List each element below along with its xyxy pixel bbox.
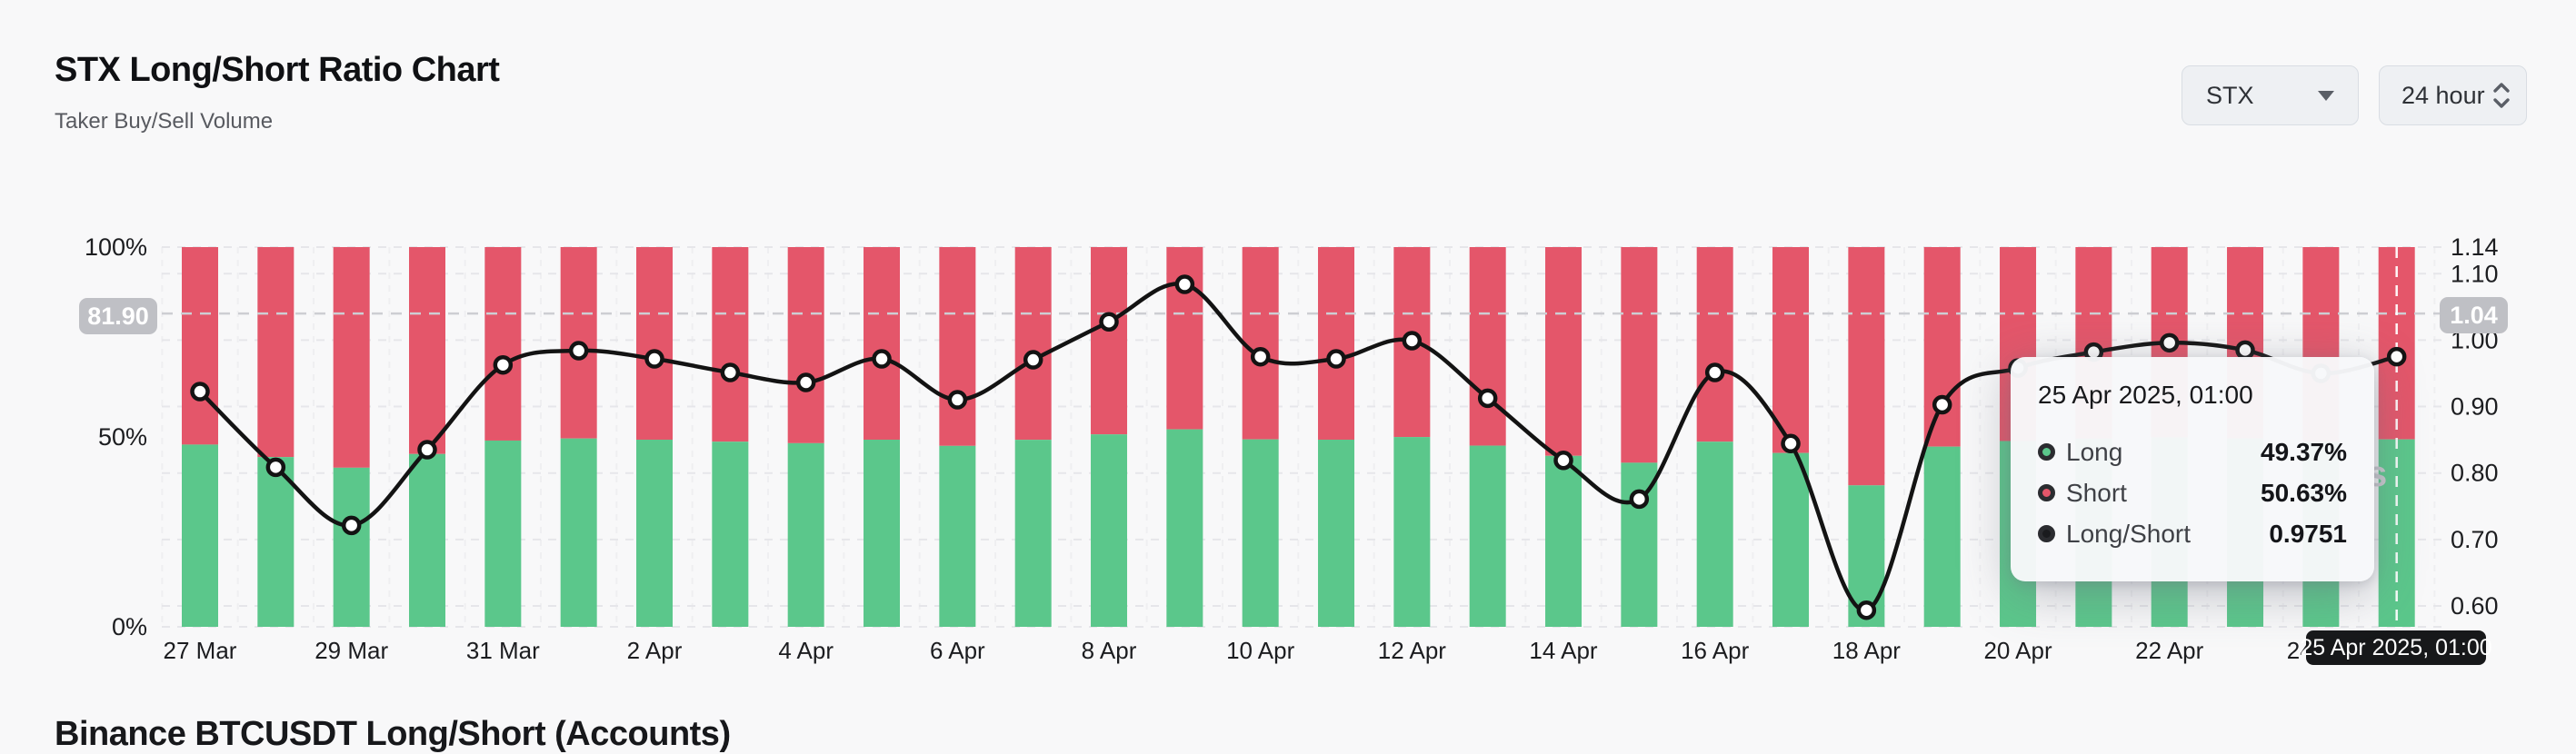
svg-text:22 Apr: 22 Apr [2135,637,2204,664]
svg-text:29 Mar: 29 Mar [315,637,388,664]
svg-text:2 Apr: 2 Apr [627,637,683,664]
svg-text:0.80: 0.80 [2451,460,2499,487]
crosshair-right-value-badge: 1.04 [2440,297,2508,333]
tooltip-date: 25 Apr 2025, 01:00 [2038,381,2253,409]
tooltip-row-long: Long 49.37% [2038,432,2347,472]
crosshair-date-badge: 25 Apr 2025, 01:00 [2300,630,2492,665]
tooltip-ratio-value: 0.9751 [2269,519,2347,548]
svg-text:14 Apr: 14 Apr [1529,637,1598,664]
tooltip-ratio-label: Long/Short [2066,519,2191,548]
interval-select-value: 24 hour [2401,81,2485,109]
symbol-select[interactable]: STX [2182,65,2359,125]
page-subtitle: Taker Buy/Sell Volume [55,109,274,134]
svg-text:50%: 50% [98,423,147,451]
svg-text:20 Apr: 20 Apr [1983,637,2052,664]
svg-text:6 Apr: 6 Apr [930,637,985,664]
svg-text:8 Apr: 8 Apr [1082,637,1137,664]
svg-text:12 Apr: 12 Apr [1378,637,1447,664]
tooltip-long-value: 49.37% [2261,437,2347,466]
long-series-marker-icon [2038,443,2055,461]
next-section-title: Binance BTCUSDT Long/Short (Accounts) [55,715,731,753]
svg-text:0.70: 0.70 [2451,526,2499,553]
svg-text:0%: 0% [112,613,147,640]
svg-text:1.10: 1.10 [2451,260,2499,287]
svg-text:31 Mar: 31 Mar [466,637,540,664]
symbol-select-value: STX [2206,81,2254,109]
tooltip-short-value: 50.63% [2261,478,2347,507]
ratio-series-marker-icon [2038,525,2055,542]
svg-text:27 Mar: 27 Mar [164,637,237,664]
chart-tooltip: 25 Apr 2025, 01:00 Long 49.37% Short 50.… [2011,357,2374,581]
crosshair-left-value-badge: 81.90 [79,298,157,334]
svg-text:0.60: 0.60 [2451,592,2499,620]
tooltip-row-ratio: Long/Short 0.9751 [2038,513,2347,554]
svg-text:18 Apr: 18 Apr [1832,637,1902,664]
chevron-up-down-icon [2491,80,2511,111]
svg-text:4 Apr: 4 Apr [778,637,834,664]
svg-text:100%: 100% [85,233,147,261]
svg-text:0.90: 0.90 [2451,393,2499,421]
svg-text:1.14: 1.14 [2451,233,2499,261]
interval-select[interactable]: 24 hour [2379,65,2527,125]
page-title: STX Long/Short Ratio Chart [55,51,500,89]
tooltip-long-label: Long [2066,437,2123,466]
tooltip-row-short: Short 50.63% [2038,472,2347,513]
short-series-marker-icon [2038,484,2055,501]
tooltip-short-label: Short [2066,478,2127,507]
svg-text:16 Apr: 16 Apr [1681,637,1750,664]
svg-text:10 Apr: 10 Apr [1226,637,1295,664]
caret-down-icon [2318,90,2334,101]
